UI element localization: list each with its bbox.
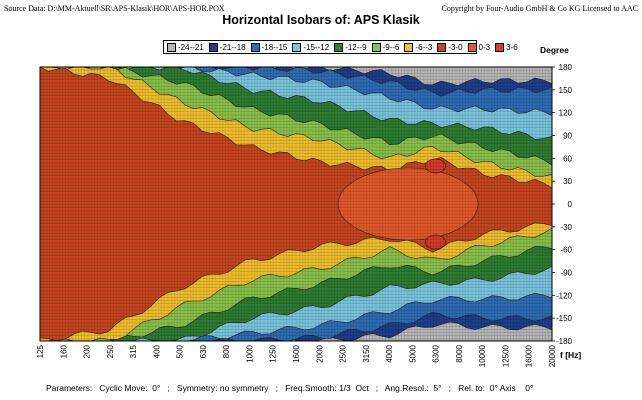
x-tick-label: 6300 [432, 344, 441, 362]
legend-swatch [250, 42, 260, 52]
x-tick-label: 200 [83, 344, 92, 358]
legend-label: -21--18 [219, 42, 246, 52]
x-tick-label: 10000 [478, 344, 487, 367]
chart-title: Horizontal Isobars of: APS Klasik [222, 13, 420, 27]
x-tick-label: 5000 [408, 344, 417, 362]
legend-swatch [371, 42, 381, 52]
legend-item: -24--21 [167, 42, 204, 52]
y-tick-label: -30 [560, 223, 572, 232]
legend-item: -3-0 [437, 42, 463, 52]
legend-item: -12--9 [334, 42, 367, 52]
x-tick-label: 630 [199, 344, 208, 358]
y-tick-label: -60 [560, 246, 572, 255]
x-tick-label: 12500 [502, 344, 511, 367]
x-tick-label: 800 [222, 344, 231, 358]
legend-label: -12--9 [345, 42, 367, 52]
y-tick-label: 120 [559, 109, 573, 118]
legend-swatch [467, 42, 477, 52]
x-tick-label: 250 [106, 344, 115, 358]
contour-peak [425, 158, 446, 174]
x-tick-label: 315 [129, 344, 138, 358]
legend-label: -9--6 [382, 42, 400, 52]
x-tick-label: 2000 [315, 344, 324, 362]
legend-item: -6--3 [404, 42, 433, 52]
y-tick-label: -150 [556, 314, 573, 323]
x-tick-label: 500 [176, 344, 185, 358]
x-tick-label: 125 [36, 344, 45, 358]
x-tick-label: 1600 [292, 344, 301, 362]
legend-label: -6--3 [415, 42, 433, 52]
legend-label: -3-0 [448, 42, 463, 52]
y-tick-label: 150 [559, 86, 573, 95]
legend-swatch [292, 42, 302, 52]
y-tick-label: 0 [568, 200, 573, 209]
legend-item: -15--12 [292, 42, 330, 52]
x-tick-label: 4000 [385, 344, 394, 362]
legend-swatch [208, 42, 218, 52]
source-data-label: Source Data: D:\MM-Aktuell\SR\APS-Klasik… [4, 4, 225, 13]
x-axis-label: f [Hz] [560, 350, 582, 360]
contour-peak [425, 234, 446, 250]
legend-label: 3-6 [506, 42, 518, 52]
legend: -24--21 -21--18 -18--15 -15--12 -12--9 -9--6 -… [163, 40, 518, 54]
x-tick-label: 2500 [339, 344, 348, 362]
y-tick-label: 180 [559, 63, 573, 72]
y-tick-label: -90 [560, 269, 572, 278]
y-tick-label: 30 [563, 177, 572, 186]
legend-swatch [404, 42, 414, 52]
x-tick-label: 8000 [455, 344, 464, 362]
grid [39, 66, 553, 341]
legend-label: 0-3 [478, 42, 491, 52]
legend-item: -21--18 [208, 42, 246, 52]
y-tick-label: -120 [556, 291, 573, 300]
legend-label: -18--15 [261, 42, 288, 52]
y-axis-label: Degree [540, 45, 569, 55]
legend-item: 0-3 [467, 42, 491, 52]
legend-item: 3-6 [495, 42, 518, 52]
x-tick-label: 1000 [246, 344, 255, 362]
legend-item: -18--15 [250, 42, 288, 52]
legend-item: -9--6 [371, 42, 400, 52]
legend-swatch [437, 42, 447, 52]
x-tick-label: 1250 [269, 344, 278, 362]
legend-swatch [495, 42, 505, 52]
legend-swatch [334, 42, 344, 52]
x-tick-label: 16000 [525, 344, 534, 367]
legend-label: -24--21 [178, 42, 204, 52]
contour-band [337, 167, 479, 241]
x-tick-label: 20000 [548, 344, 557, 367]
parameters-footer: Parameters: Cyclic Move: 0° ; Symmetry: … [46, 383, 534, 393]
y-tick-label: 90 [563, 132, 572, 141]
x-tick-label: 400 [152, 344, 161, 358]
y-tick-label: 60 [563, 154, 572, 163]
legend-swatch [167, 42, 176, 52]
legend-label: -15--12 [303, 42, 330, 52]
copyright-label: Copyright by Four-Audio GmbH & Co KG Lic… [441, 4, 639, 13]
x-tick-label: 3150 [362, 344, 371, 362]
x-tick-label: 160 [59, 344, 68, 358]
y-tick-label: -180 [556, 337, 573, 346]
